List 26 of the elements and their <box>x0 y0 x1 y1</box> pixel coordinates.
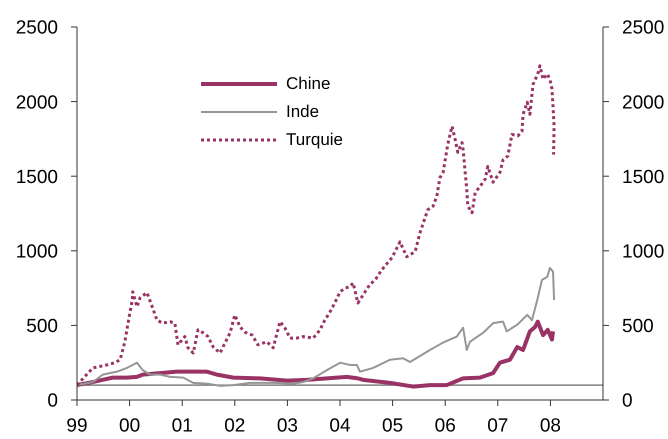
y-tick-label: 1000 <box>16 242 58 263</box>
y2-tick-label: 2000 <box>622 92 664 114</box>
legend-label: Turquie <box>286 130 344 150</box>
legend-label: Inde <box>286 102 320 122</box>
x-tick-label: 04 <box>329 415 351 436</box>
y-tick-label: 2000 <box>16 92 58 114</box>
line-series <box>77 266 556 387</box>
y2-tick-label: 0 <box>622 390 633 412</box>
y2-tick-label: 1000 <box>622 242 664 263</box>
x-tick-label: 02 <box>224 415 246 436</box>
x-tick-label: 01 <box>172 415 193 436</box>
y2-tick-label: 2500 <box>622 18 664 39</box>
x-tick-label: 08 <box>540 415 561 436</box>
y2-tick-label: 500 <box>622 316 654 338</box>
y-tick-label: 2500 <box>16 18 58 39</box>
x-tick-label: 00 <box>119 415 140 436</box>
x-tick-label: 03 <box>276 415 298 436</box>
x-tick-label: 06 <box>434 415 456 436</box>
y-tick-label: 500 <box>26 316 58 338</box>
x-tick-label: 99 <box>66 415 88 436</box>
legend-label: Chine <box>286 74 330 94</box>
y2-tick-label: 1500 <box>622 166 664 188</box>
x-tick-label: 05 <box>382 415 404 436</box>
y-tick-label: 1500 <box>16 166 58 188</box>
x-tick-label: 07 <box>487 415 508 436</box>
y-tick-label: 0 <box>47 390 58 412</box>
